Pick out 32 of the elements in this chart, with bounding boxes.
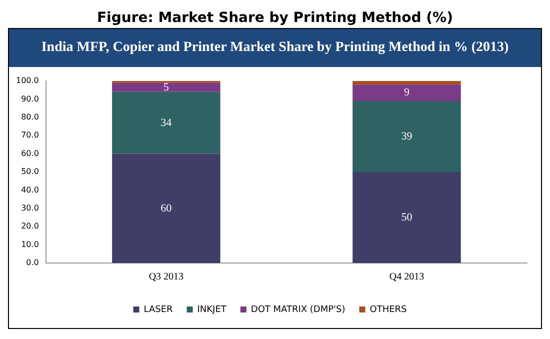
bar [112, 154, 220, 263]
legend-label: DOT MATRIX (DMP'S) [250, 304, 346, 315]
y-tick-label: 50.0 [21, 167, 39, 176]
bar [352, 101, 461, 172]
y-tick-label: 60.0 [21, 148, 39, 158]
y-tick-label: 90.0 [21, 94, 39, 104]
bar [352, 172, 461, 263]
legend-label: OTHERS [370, 304, 408, 315]
y-tick-label: 40.0 [21, 185, 39, 194]
legend-label: INKJET [197, 304, 227, 315]
bar [352, 84, 461, 102]
x-tick-label: Q3 2013 [148, 272, 184, 283]
x-tick-label: Q4 2013 [389, 272, 424, 283]
y-tick-label: 10.0 [21, 240, 39, 249]
data-label: 39 [401, 130, 413, 142]
y-tick-label: 30.0 [21, 203, 39, 212]
data-label: 50 [401, 211, 413, 224]
chart-subtitle: India MFP, Copier and Printer Market Share by Printing Method in % (2013) [9, 29, 541, 67]
y-tick-label: 80.0 [21, 112, 39, 122]
data-label: 60 [160, 202, 172, 214]
chart-title: Figure: Market Share by Printing Method (%) [96, 9, 454, 28]
y-tick-label: 70.0 [21, 130, 39, 140]
bar [352, 81, 461, 85]
y-tick-label: 20.0 [21, 222, 39, 231]
y-tick-label: 0.0 [26, 258, 39, 268]
bar [112, 82, 220, 92]
data-label: 5 [163, 81, 170, 94]
y-tick-label: 100.0 [16, 76, 39, 86]
data-label: 34 [160, 116, 172, 129]
legend-label: LASER [144, 304, 173, 315]
data-label: 9 [404, 86, 410, 99]
bar [112, 92, 220, 154]
